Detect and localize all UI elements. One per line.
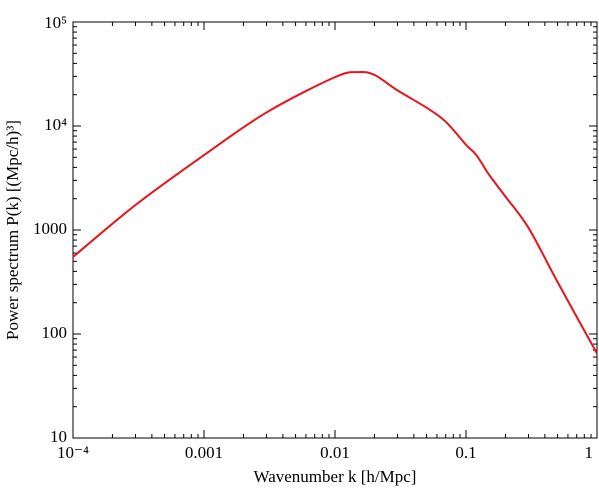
x-tick-label: 0.1	[455, 443, 476, 462]
x-tick-label: 0.01	[320, 443, 350, 462]
data-line	[72, 70, 598, 354]
x-tick-label: 10⁻⁴	[57, 443, 89, 462]
x-axis-label: Wavenumber k [h/Mpc]	[254, 467, 417, 486]
x-tick-label: 0.001	[185, 443, 223, 462]
y-axis-label: Power spectrum P(k) [(Mpc/h)³]	[3, 120, 22, 340]
x-tick-label: 1	[585, 443, 594, 462]
plot-frame	[72, 21, 598, 439]
y-tick-label: 10⁴	[44, 115, 67, 134]
y-tick-label: 1000	[33, 219, 67, 238]
y-tick-label: 100	[42, 323, 68, 342]
y-tick-label: 10	[50, 427, 67, 446]
y-tick-label: 10⁵	[44, 13, 67, 32]
